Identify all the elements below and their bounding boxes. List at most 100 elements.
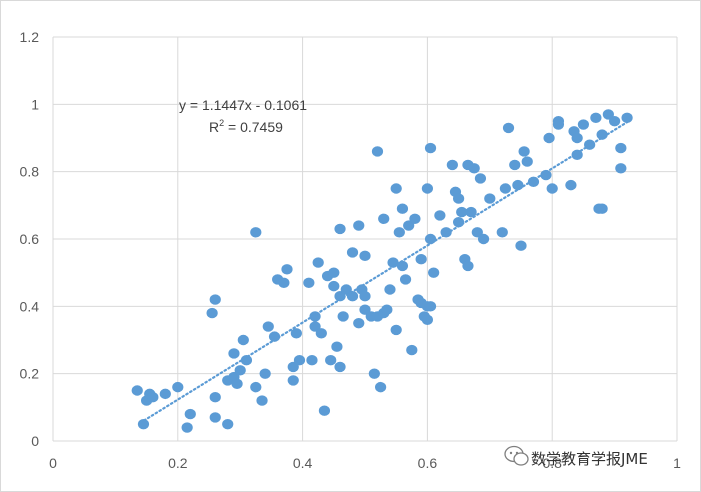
- data-point: [328, 280, 340, 292]
- data-point: [456, 206, 468, 218]
- x-tick-label: 1: [673, 455, 681, 471]
- data-point: [596, 203, 608, 214]
- data-point: [396, 203, 409, 214]
- data-point: [571, 149, 583, 161]
- data-point: [406, 344, 418, 356]
- data-point: [147, 392, 159, 403]
- data-point: [390, 324, 402, 336]
- y-tick-label: 0.4: [20, 298, 40, 314]
- data-point: [234, 365, 246, 376]
- data-point: [209, 412, 221, 423]
- data-point: [184, 408, 196, 420]
- data-point: [484, 193, 496, 204]
- trendline-equation: y = 1.1447x - 0.1061: [179, 97, 307, 113]
- data-point: [596, 129, 608, 140]
- x-axis-tick-labels: 0 0.2 0.4 0.6 0.8 1: [49, 455, 681, 471]
- data-point: [421, 183, 433, 194]
- data-point: [415, 254, 427, 265]
- r-squared-value: = 0.7459: [224, 119, 283, 135]
- data-point: [515, 240, 527, 251]
- data-point: [159, 388, 171, 400]
- y-tick-label: 0: [31, 433, 39, 449]
- data-point: [571, 132, 583, 144]
- x-tick-label: 0.2: [168, 455, 188, 471]
- data-point: [256, 395, 268, 406]
- data-point: [499, 183, 511, 194]
- r-squared-label: R2 = 0.7459: [209, 118, 283, 135]
- data-point: [371, 146, 384, 157]
- data-point: [399, 274, 412, 285]
- data-point: [250, 227, 262, 238]
- data-point: [565, 179, 577, 191]
- data-point: [290, 328, 302, 339]
- data-point: [309, 311, 321, 322]
- data-point: [346, 247, 359, 258]
- x-tick-label: 0.8: [542, 455, 562, 471]
- y-axis-tick-labels: 0 0.2 0.4 0.6 0.8 1 1.2: [20, 29, 40, 449]
- data-point: [278, 277, 290, 288]
- data-point: [281, 264, 293, 275]
- data-point: [552, 119, 565, 130]
- data-point: [262, 321, 274, 332]
- data-point: [518, 146, 530, 157]
- data-point: [446, 159, 458, 171]
- data-point: [527, 176, 540, 187]
- data-point: [293, 355, 306, 366]
- data-point: [615, 163, 627, 174]
- y-tick-label: 0.6: [20, 231, 40, 247]
- data-point: [287, 375, 299, 386]
- data-point: [540, 169, 552, 181]
- data-point: [393, 227, 405, 238]
- data-point: [468, 163, 480, 174]
- data-point: [477, 233, 490, 245]
- data-point: [474, 173, 487, 184]
- data-point: [621, 112, 633, 124]
- data-point: [434, 210, 446, 221]
- data-point: [502, 122, 515, 134]
- data-point: [496, 227, 508, 238]
- data-point: [353, 317, 365, 329]
- watermark-text: 数学教育学报JME: [531, 450, 648, 468]
- y-tick-label: 0.2: [20, 366, 40, 382]
- data-point: [303, 277, 315, 288]
- data-point: [359, 291, 371, 302]
- data-point: [378, 213, 390, 224]
- data-point: [387, 257, 399, 268]
- data-point: [615, 142, 627, 154]
- data-point: [309, 321, 321, 332]
- data-point: [334, 291, 346, 302]
- data-point: [409, 213, 421, 224]
- data-point: [509, 159, 521, 171]
- r-squared-power: 2: [219, 118, 224, 128]
- data-point: [403, 220, 415, 231]
- data-point: [268, 331, 281, 342]
- x-tick-label: 0: [49, 455, 57, 471]
- data-point: [421, 314, 433, 325]
- data-point: [353, 220, 365, 231]
- data-point: [462, 260, 474, 272]
- data-point: [346, 291, 359, 302]
- data-point: [131, 385, 143, 396]
- data-point: [181, 422, 193, 433]
- data-point: [428, 267, 440, 278]
- data-point: [340, 284, 352, 295]
- data-point: [577, 119, 590, 130]
- x-tick-label: 0.4: [293, 455, 313, 471]
- data-point: [543, 132, 555, 144]
- y-tick-label: 1.2: [20, 29, 40, 45]
- data-point: [318, 405, 331, 416]
- data-point: [228, 348, 240, 359]
- data-point: [396, 260, 409, 272]
- data-point: [359, 304, 371, 315]
- data-point: [381, 304, 393, 315]
- data-point: [390, 183, 402, 194]
- data-point: [306, 355, 318, 366]
- data-point: [424, 301, 437, 312]
- data-point: [602, 109, 614, 120]
- data-point: [312, 257, 324, 268]
- data-points: [131, 109, 633, 433]
- data-point: [331, 341, 343, 352]
- data-point: [237, 334, 249, 346]
- data-point: [521, 156, 533, 167]
